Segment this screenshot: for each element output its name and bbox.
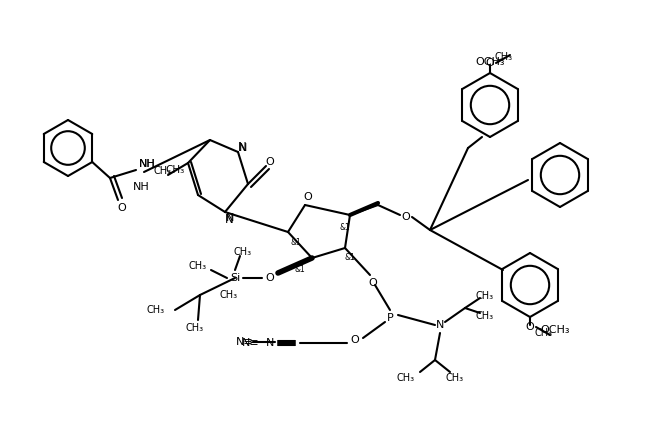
Text: O: O: [486, 58, 494, 68]
Text: CH₃: CH₃: [154, 166, 172, 176]
Text: &1: &1: [345, 253, 355, 263]
Text: O: O: [368, 278, 378, 288]
Text: O: O: [351, 335, 359, 345]
Text: OCH₃: OCH₃: [475, 57, 505, 67]
Text: &1: &1: [295, 266, 305, 274]
Text: Si: Si: [230, 273, 240, 283]
Text: N≡: N≡: [236, 337, 254, 347]
Text: CH₃: CH₃: [495, 52, 513, 62]
Text: CH₃: CH₃: [147, 305, 165, 315]
Text: NH: NH: [139, 159, 156, 169]
Text: N: N: [226, 213, 234, 223]
Text: NH: NH: [132, 182, 150, 192]
Text: O: O: [266, 157, 274, 167]
Text: P: P: [387, 313, 393, 323]
Text: N: N: [238, 141, 246, 154]
Text: CH₃: CH₃: [476, 291, 494, 301]
Text: CH₃: CH₃: [189, 261, 207, 271]
Text: O: O: [117, 203, 127, 213]
Text: CH₃: CH₃: [446, 373, 464, 383]
Text: OCH₃: OCH₃: [540, 325, 570, 335]
Text: O: O: [266, 273, 274, 283]
Text: N≡: N≡: [243, 338, 260, 348]
Text: N: N: [225, 213, 233, 226]
Text: NH: NH: [139, 159, 156, 169]
Text: CH₃: CH₃: [234, 247, 252, 257]
Text: &1: &1: [291, 237, 301, 247]
Text: O: O: [304, 192, 312, 202]
Text: N: N: [436, 320, 444, 330]
Text: &1: &1: [339, 223, 351, 232]
Text: CH₃: CH₃: [165, 165, 185, 175]
Text: O: O: [401, 212, 411, 222]
Text: CH₃: CH₃: [220, 290, 238, 300]
Text: CH₃: CH₃: [476, 311, 494, 321]
Text: CH₃: CH₃: [186, 323, 204, 333]
Text: N: N: [266, 338, 274, 348]
Text: CH₃: CH₃: [535, 328, 553, 338]
Text: O: O: [526, 322, 534, 332]
Text: N: N: [239, 143, 247, 153]
Text: CH₃: CH₃: [397, 373, 415, 383]
